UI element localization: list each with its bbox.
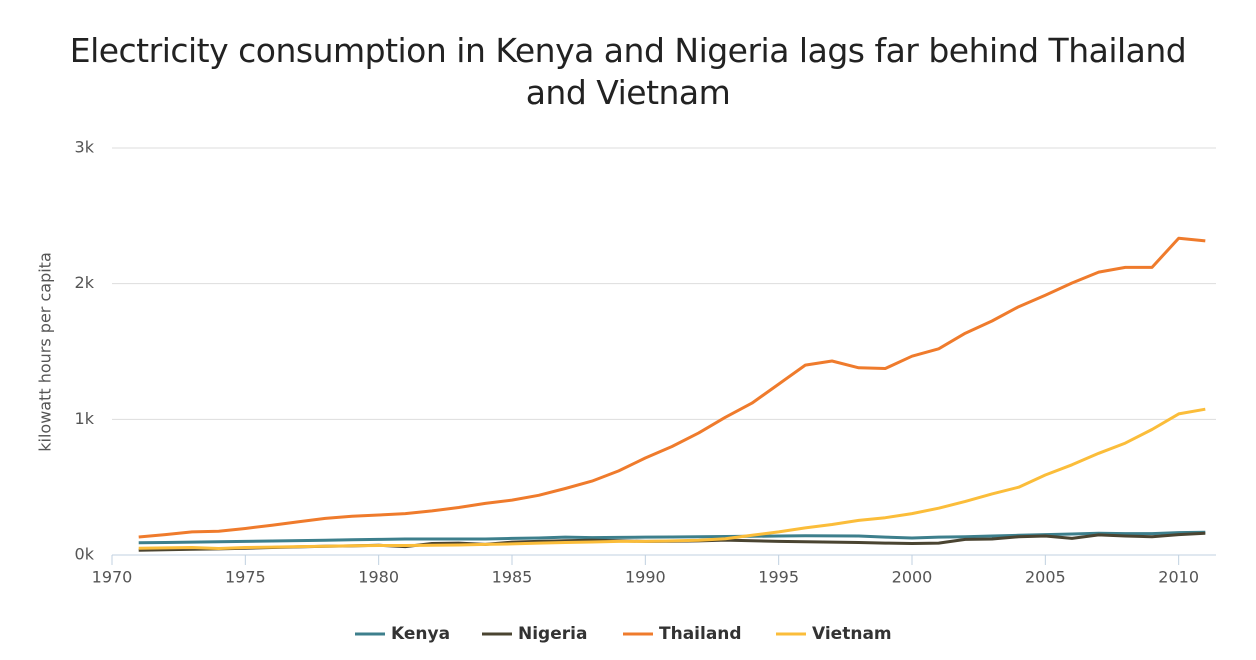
series-line (138, 236, 1206, 539)
x-tick-label: 2000 (892, 568, 933, 587)
series-line (138, 407, 1206, 550)
x-tick-label: 1975 (225, 568, 266, 587)
x-tick-label: 1990 (625, 568, 666, 587)
y-tick-label: 2k (75, 273, 95, 292)
x-tick-label: 1995 (758, 568, 799, 587)
legend-label: Kenya (391, 624, 450, 644)
chart-title: Electricity consumption in Kenya and Nig… (69, 31, 1187, 112)
legend-label: Nigeria (518, 624, 587, 644)
y-tick-label: 3k (75, 138, 95, 157)
y-tick-label: 1k (75, 409, 95, 428)
x-tick-label: 2005 (1025, 568, 1066, 587)
x-tick-label: 1980 (358, 568, 399, 587)
legend-label: Vietnam (812, 624, 892, 644)
legend-label: Thailand (659, 624, 742, 644)
x-tick-label: 2010 (1158, 568, 1199, 587)
x-tick-label: 1985 (492, 568, 533, 587)
y-tick-label: 0k (75, 545, 95, 564)
y-axis-label: kilowatt hours per capita (36, 252, 55, 451)
x-tick-label: 1970 (92, 568, 133, 587)
